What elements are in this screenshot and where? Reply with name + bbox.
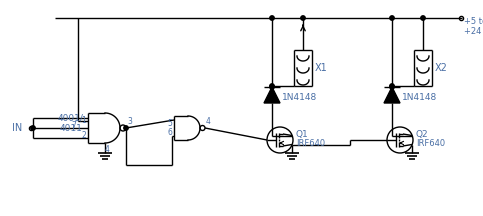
Circle shape	[390, 16, 394, 20]
Circle shape	[390, 85, 394, 89]
Circle shape	[270, 16, 274, 20]
Text: 6: 6	[167, 128, 172, 137]
Polygon shape	[384, 87, 400, 103]
Circle shape	[301, 16, 305, 20]
Circle shape	[124, 126, 128, 130]
Text: 1N4148: 1N4148	[282, 92, 317, 102]
Text: Q2: Q2	[416, 130, 428, 138]
Text: 4: 4	[104, 145, 110, 154]
Text: IRF640: IRF640	[416, 140, 445, 149]
Text: 2: 2	[81, 131, 86, 140]
Text: 1N4148: 1N4148	[402, 92, 437, 102]
Text: 4: 4	[206, 117, 211, 126]
Text: IN: IN	[12, 123, 22, 133]
Text: Q1: Q1	[296, 130, 309, 138]
Circle shape	[390, 84, 394, 88]
Text: 1: 1	[81, 116, 86, 125]
Text: 5: 5	[167, 119, 172, 128]
Text: +5 to
+24 V: +5 to +24 V	[464, 17, 483, 37]
Polygon shape	[264, 87, 280, 103]
Circle shape	[421, 16, 425, 20]
Text: IRF640: IRF640	[296, 140, 325, 149]
Text: 4001/
4011: 4001/ 4011	[58, 113, 84, 133]
Circle shape	[270, 84, 274, 88]
Text: 3: 3	[127, 117, 132, 126]
Text: 7: 7	[71, 121, 76, 130]
Circle shape	[31, 126, 35, 130]
Text: X1: X1	[315, 63, 328, 73]
Circle shape	[270, 85, 274, 89]
Text: X2: X2	[435, 63, 448, 73]
